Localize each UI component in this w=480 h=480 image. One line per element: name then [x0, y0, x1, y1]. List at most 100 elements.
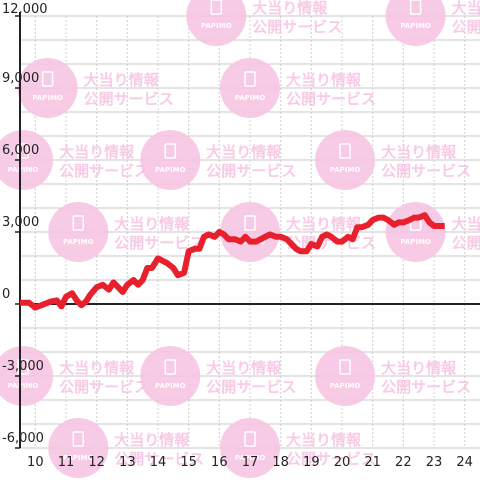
- watermark-line1: 大当り情報: [59, 359, 135, 377]
- watermark-line2: 公開サービス: [381, 162, 471, 180]
- watermark-logo-text: PAPIMO: [155, 382, 186, 390]
- x-tick-label: 20: [334, 455, 351, 470]
- watermark-logo-circle: [385, 202, 446, 262]
- watermark-line2: 公開サービス: [206, 378, 296, 396]
- watermark-line2: 公開サービス: [381, 378, 471, 396]
- series-layer: [19, 212, 445, 311]
- watermark-phone-icon: [244, 215, 256, 231]
- watermark-line1: 大当り情報: [452, 215, 480, 233]
- x-tick-label: 13: [119, 455, 136, 470]
- watermark-phone-icon: [72, 215, 85, 231]
- watermark-logo-circle: [186, 0, 247, 46]
- watermark-line1: 大当り情報: [84, 71, 160, 89]
- y-tick-label: 12,000: [2, 2, 48, 17]
- y-tick-label: -3,000: [2, 359, 44, 374]
- x-tick-label: 21: [364, 455, 381, 470]
- watermark-logo-text: PAPIMO: [8, 166, 39, 174]
- watermark-line2: 公開サービス: [59, 162, 149, 180]
- watermark-line2: 公開サービス: [59, 378, 149, 396]
- watermark-logo-text: PAPIMO: [400, 22, 431, 30]
- watermark-phone-icon: [72, 431, 85, 447]
- watermark-line1: 大当り情報: [286, 71, 362, 89]
- watermark-line1: 大当り情報: [286, 215, 362, 233]
- watermark-line1: 大当り情報: [381, 143, 457, 161]
- watermark-line2: 公開サービス: [286, 90, 376, 108]
- watermark-line1: 大当り情報: [286, 431, 362, 449]
- axes: [15, 12, 480, 449]
- watermark-logo-circle: [48, 418, 109, 478]
- watermark-logo-circle: [220, 418, 280, 478]
- watermark-line1: 大当り情報: [114, 215, 190, 233]
- watermark-logo-circle: [48, 202, 109, 262]
- watermark-line1: 大当り情報: [252, 0, 328, 17]
- watermark-phone-icon: [244, 71, 256, 87]
- watermark-phone-icon: [164, 143, 177, 159]
- x-tick-label: 16: [211, 455, 228, 470]
- watermark-line2: 公開サービス: [452, 18, 480, 36]
- watermark-logo-text: PAPIMO: [8, 382, 39, 390]
- x-tick-label: 19: [303, 455, 320, 470]
- watermark-phone-icon: [164, 359, 177, 375]
- watermark-logo-circle: [220, 202, 280, 262]
- y-tick-label: 3,000: [2, 215, 39, 230]
- watermark-logo-text: PAPIMO: [63, 454, 94, 462]
- watermark-logo-text: PAPIMO: [400, 238, 431, 246]
- watermark-logo-text: PAPIMO: [63, 238, 94, 246]
- watermark-phone-icon: [409, 0, 422, 15]
- watermark-line1: 大当り情報: [206, 143, 282, 161]
- watermark-phone-icon: [210, 0, 223, 15]
- watermark-logo-text: PAPIMO: [155, 166, 186, 174]
- watermark-phone-icon: [17, 359, 29, 375]
- watermark-phone-icon: [339, 143, 351, 159]
- x-tick-label: 24: [456, 455, 473, 470]
- watermark-logo-circle: [140, 130, 201, 190]
- watermark-phone-icon: [17, 143, 29, 159]
- watermark-line2: 公開サービス: [114, 450, 204, 468]
- watermark-line1: 大当り情報: [206, 359, 282, 377]
- watermark-logo-circle: [0, 346, 54, 406]
- watermark-logo-text: PAPIMO: [235, 94, 266, 102]
- watermark-logo-circle: [315, 346, 376, 406]
- watermark-logo-circle: [315, 130, 376, 190]
- y-tick-label: 9,000: [2, 71, 39, 86]
- y-tick-label: 6,000: [2, 143, 39, 158]
- watermark-logo-text: PAPIMO: [201, 22, 232, 30]
- watermark-logo-circle: [17, 58, 78, 118]
- watermark-logo-text: PAPIMO: [235, 454, 266, 462]
- watermark-line1: 大当り情報: [452, 0, 480, 17]
- watermark-logo-text: PAPIMO: [330, 166, 361, 174]
- x-tick-label: 10: [27, 455, 44, 470]
- y-tick-label: 0: [2, 287, 10, 302]
- x-tick-label: 14: [150, 455, 167, 470]
- tick-labels: -6,000 -3,000 0 3,000 6,000 9,000 12,000 10 11 12…: [2, 2, 473, 470]
- watermark-line2: 公開サービス: [114, 234, 204, 252]
- watermark-logo-circle: [220, 58, 280, 118]
- watermark-line2: 公開サービス: [252, 18, 342, 36]
- watermark-phone-icon: [339, 359, 351, 375]
- x-tick-label: 11: [58, 455, 75, 470]
- x-tick-label: 12: [88, 455, 105, 470]
- watermark-line1: 大当り情報: [114, 431, 190, 449]
- watermark-line2: 公開サービス: [452, 234, 480, 252]
- watermark-line2: 公開サービス: [286, 450, 376, 468]
- watermark-logo-circle: [0, 130, 54, 190]
- y-tick-label: -6,000: [2, 431, 44, 446]
- watermark-line1: 大当り情報: [59, 143, 135, 161]
- x-tick-label: 22: [395, 455, 412, 470]
